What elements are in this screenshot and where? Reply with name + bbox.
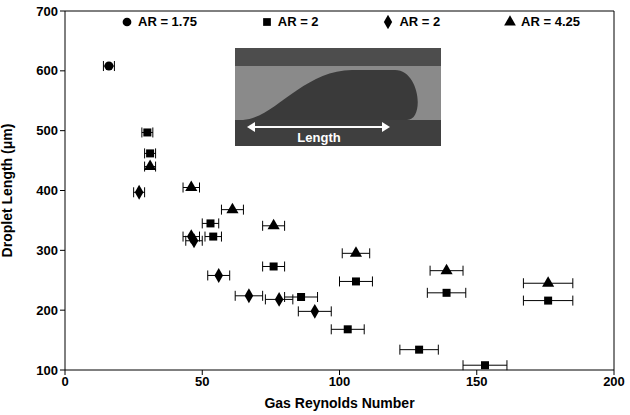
html-text:AR = 2: AR = 2: [399, 14, 441, 29]
svg-text:150: 150: [466, 374, 488, 389]
html-text:AR = 1.75: AR = 1.75: [138, 14, 197, 29]
svg-text:50: 50: [195, 374, 209, 389]
svg-text:100: 100: [36, 363, 58, 378]
svg-text:600: 600: [36, 63, 58, 78]
svg-text:Gas Reynolds Number: Gas Reynolds Number: [264, 395, 415, 411]
svg-text:Length: Length: [297, 130, 340, 145]
svg-text:200: 200: [36, 303, 58, 318]
svg-text:400: 400: [36, 183, 58, 198]
html-text:AR = 2: AR = 2: [277, 14, 319, 29]
html-text:AR = 4.25: AR = 4.25: [521, 14, 580, 29]
svg-text:500: 500: [36, 123, 58, 138]
svg-text:700: 700: [36, 4, 58, 19]
svg-text:200: 200: [603, 374, 625, 389]
svg-text:100: 100: [329, 374, 351, 389]
svg-text:300: 300: [36, 243, 58, 258]
svg-text:Droplet Length (μm): Droplet Length (μm): [0, 124, 15, 258]
svg-text:0: 0: [61, 374, 68, 389]
